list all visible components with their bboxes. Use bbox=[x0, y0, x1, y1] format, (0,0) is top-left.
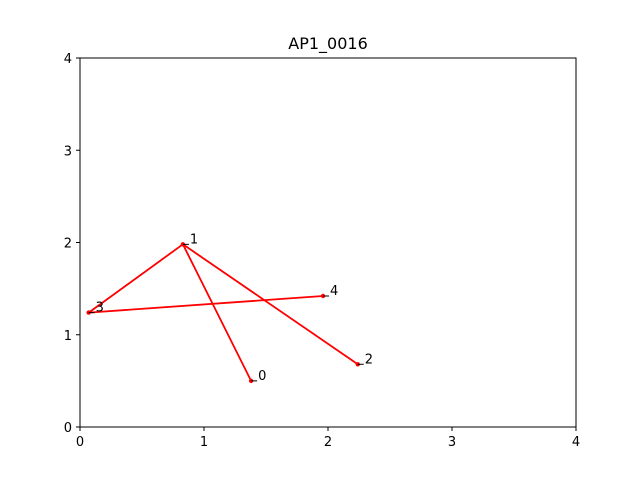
point-label: 1 bbox=[190, 232, 198, 247]
x-tick-label: 1 bbox=[200, 435, 208, 450]
point-label: 3 bbox=[96, 301, 104, 316]
y-axis: 0 1 2 3 4 bbox=[64, 52, 80, 436]
x-axis: 0 1 2 3 4 bbox=[76, 427, 580, 450]
x-tick-label: 2 bbox=[324, 435, 332, 450]
y-tick-label: 4 bbox=[64, 52, 72, 67]
point-label: 2 bbox=[365, 352, 373, 367]
series-line bbox=[87, 243, 359, 382]
point-labels: 0 1 2 3 4 bbox=[88, 232, 373, 384]
x-tick-label: 0 bbox=[76, 435, 84, 450]
chart-title: AP1_0016 bbox=[288, 34, 368, 54]
y-tick-label: 2 bbox=[64, 237, 72, 252]
data-point bbox=[320, 293, 326, 299]
point-label: 4 bbox=[330, 284, 338, 299]
x-tick-label: 3 bbox=[448, 435, 456, 450]
y-tick-label: 1 bbox=[64, 329, 72, 344]
x-tick-label: 4 bbox=[572, 435, 580, 450]
y-tick-label: 3 bbox=[64, 144, 72, 159]
point-label: 0 bbox=[258, 369, 266, 384]
plot-area bbox=[80, 58, 576, 427]
plot-frame bbox=[79, 57, 577, 428]
y-tick-label: 0 bbox=[64, 421, 72, 436]
